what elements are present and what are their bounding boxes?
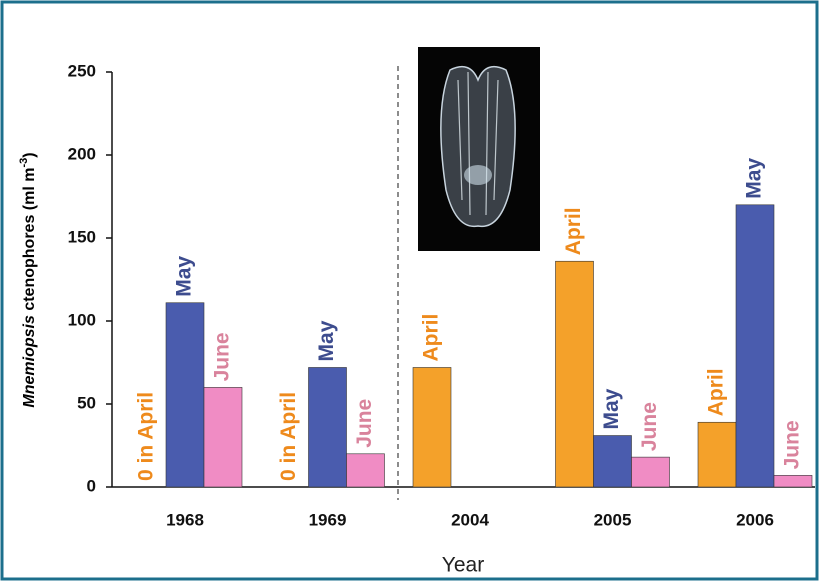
x-tick-label: 1969 — [309, 510, 347, 529]
y-tick-label: 150 — [68, 227, 96, 246]
bar-label: April — [420, 314, 443, 362]
bar-label: June — [353, 399, 376, 448]
y-tick-label: 200 — [68, 144, 96, 163]
bar — [308, 367, 347, 488]
bar — [631, 456, 670, 488]
bar — [203, 387, 243, 488]
y-tick-label: 250 — [68, 61, 96, 80]
bar-label: June — [211, 332, 234, 381]
bar-label: May — [173, 256, 196, 297]
bar — [412, 367, 452, 488]
bar-label: 0 in April — [277, 392, 300, 481]
x-tick-label: 2006 — [736, 510, 774, 529]
y-tick-label: 100 — [68, 310, 96, 329]
bar-label: 0 in April — [135, 392, 158, 481]
y-tick-label: 0 — [87, 476, 96, 495]
bar-label: June — [781, 420, 804, 469]
ctenophore-photo — [418, 47, 540, 251]
x-tick-label: 1968 — [166, 510, 204, 529]
bar-label: May — [315, 320, 338, 361]
bar — [773, 475, 813, 488]
y-title-part: -3 — [18, 158, 30, 168]
x-tick-label: 2005 — [594, 510, 632, 529]
bar — [697, 421, 737, 488]
y-tick-label: 50 — [77, 393, 96, 412]
bar — [165, 302, 205, 488]
x-axis-title: Year — [442, 554, 484, 577]
y-title-part: Mnemiopsis — [21, 315, 38, 408]
bar — [735, 204, 775, 488]
x-tick-label: 2004 — [451, 510, 489, 529]
bar-label: June — [638, 402, 661, 451]
bar-label: May — [600, 388, 623, 429]
bar — [555, 260, 594, 488]
bar-label: May — [743, 158, 766, 199]
y-axis-title: Mnemiopsis ctenophores (ml m-3) — [18, 152, 38, 407]
y-title-part: ctenophores (ml m — [21, 168, 38, 316]
bar — [346, 453, 385, 488]
bar-label: April — [562, 207, 585, 255]
y-title-part: ) — [21, 152, 38, 157]
bar-label: April — [705, 368, 728, 416]
bar — [593, 435, 632, 488]
